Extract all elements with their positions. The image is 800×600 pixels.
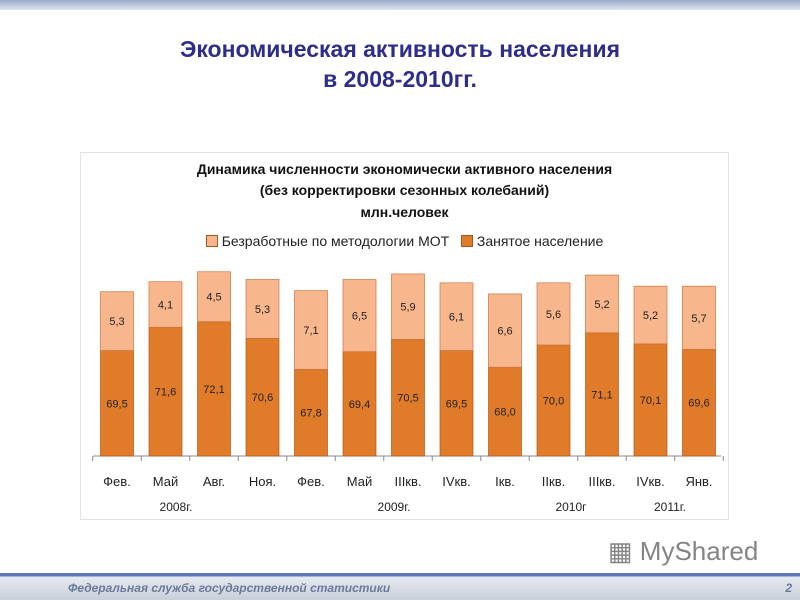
- data-label-unemployed: 6,6: [497, 326, 512, 338]
- bar-unemployed: [488, 293, 522, 368]
- bar-employed: [682, 349, 716, 457]
- chart-title-2: (без корректировки сезонных колебаний): [259, 182, 550, 198]
- bar-unemployed: [342, 279, 377, 353]
- x-tick-label: IVкв.: [636, 474, 665, 489]
- bar-employed: [245, 337, 280, 457]
- bar-employed: [585, 332, 619, 457]
- x-tick-label: Янв.: [685, 474, 712, 489]
- x-tick-label: IVкв.: [442, 474, 471, 489]
- title-line-1: Экономическая активность населения: [179, 36, 621, 62]
- data-label-employed: 69,5: [106, 398, 127, 410]
- bar-employed: [536, 344, 571, 457]
- data-label-employed: 70,6: [252, 392, 273, 404]
- x-tick-label: Фев.: [103, 474, 131, 489]
- legend-swatch-employed: [460, 235, 473, 247]
- page-number: 2: [785, 581, 792, 595]
- data-label-unemployed: 5,9: [400, 302, 415, 314]
- legend-employed: Занятое население: [476, 233, 604, 249]
- data-label-employed: 71,6: [155, 387, 176, 399]
- bar-unemployed: [633, 285, 668, 345]
- watermark: ▦ MyShared: [608, 536, 759, 566]
- data-label-unemployed: 5,2: [594, 299, 609, 311]
- bar-employed: [633, 343, 668, 457]
- bar-employed: [342, 351, 377, 457]
- data-label-unemployed: 5,3: [255, 304, 270, 316]
- bar-chart: 69,5 5,3 Фев. 71,6 4,1 Май 72,1 4,5 Авг. 70,6 5,3 Н…: [92, 271, 724, 514]
- bar-unemployed: [148, 281, 183, 328]
- data-label-unemployed: 5,6: [546, 309, 561, 321]
- data-label-unemployed: 4,1: [158, 299, 173, 311]
- x-tick-label: Авг.: [203, 474, 225, 489]
- data-label-employed: 71,1: [591, 389, 612, 401]
- year-label: 2009г.: [378, 500, 411, 514]
- bar-employed: [197, 321, 231, 457]
- bar-unemployed: [585, 274, 619, 334]
- data-label-employed: 69,6: [688, 398, 709, 410]
- x-tick-label: Iкв.: [495, 474, 515, 489]
- footer-text: Федеральная служба государственной стати…: [68, 581, 391, 595]
- slide-title: Экономическая активность населения в 200…: [0, 34, 800, 94]
- x-tick-label: IIкв.: [542, 474, 565, 489]
- title-line-2: в 2008-2010гг.: [323, 66, 477, 92]
- bar-unemployed: [245, 279, 280, 339]
- bar-unemployed: [536, 282, 571, 346]
- data-label-employed: 67,8: [300, 408, 321, 420]
- x-tick-label: Ноя.: [249, 474, 276, 489]
- bar-employed: [391, 339, 425, 457]
- data-label-unemployed: 4,5: [206, 292, 221, 304]
- data-label-employed: 70,5: [397, 393, 418, 405]
- x-tick-label: IIIкв.: [588, 474, 615, 489]
- x-tick-label: IIIкв.: [394, 474, 421, 489]
- legend: Безработные по методологии МОТ Занятое н…: [81, 233, 728, 249]
- data-label-employed: 68,0: [494, 407, 515, 419]
- bar-employed: [294, 369, 328, 457]
- data-label-employed: 69,5: [446, 398, 467, 410]
- bar-unemployed: [294, 290, 328, 370]
- data-label-unemployed: 7,1: [303, 325, 318, 337]
- legend-unemployed: Безработные по методологии МОТ: [221, 233, 450, 249]
- chart-title-1: Динамика численности экономически активн…: [196, 161, 613, 177]
- watermark-text: MyShared: [639, 536, 759, 566]
- data-label-unemployed: 6,5: [352, 311, 367, 323]
- data-label-employed: 70,1: [640, 395, 661, 407]
- bar-employed: [439, 350, 474, 457]
- x-tick-label: Май: [347, 474, 372, 489]
- x-tick-label: Фев.: [297, 474, 325, 489]
- data-label-employed: 72,1: [203, 384, 224, 396]
- x-tick-label: Май: [153, 474, 178, 489]
- data-label-unemployed: 5,7: [691, 313, 706, 325]
- data-label-employed: 70,0: [543, 396, 564, 408]
- data-label-employed: 69,4: [349, 399, 370, 411]
- bar-unemployed: [100, 291, 134, 351]
- data-label-unemployed: 6,1: [449, 312, 464, 324]
- bar-unemployed: [439, 282, 474, 351]
- year-label: 2010г: [555, 500, 587, 514]
- data-label-unemployed: 5,3: [109, 316, 124, 328]
- bar-unemployed: [682, 285, 716, 350]
- footer-band: [0, 573, 800, 600]
- bar-unemployed: [391, 273, 425, 340]
- top-band: [0, 0, 800, 10]
- data-label-unemployed: 5,2: [643, 310, 658, 322]
- bar-unemployed: [197, 271, 231, 323]
- chart-box: Динамика численности экономически активн…: [80, 152, 729, 520]
- bar-employed: [100, 350, 134, 457]
- legend-swatch-unemployed: [205, 235, 218, 247]
- year-label: 2011г.: [654, 500, 686, 514]
- chart-title-3: млн.человек: [360, 204, 449, 220]
- year-label: 2008г.: [160, 500, 193, 514]
- bar-employed: [488, 366, 522, 457]
